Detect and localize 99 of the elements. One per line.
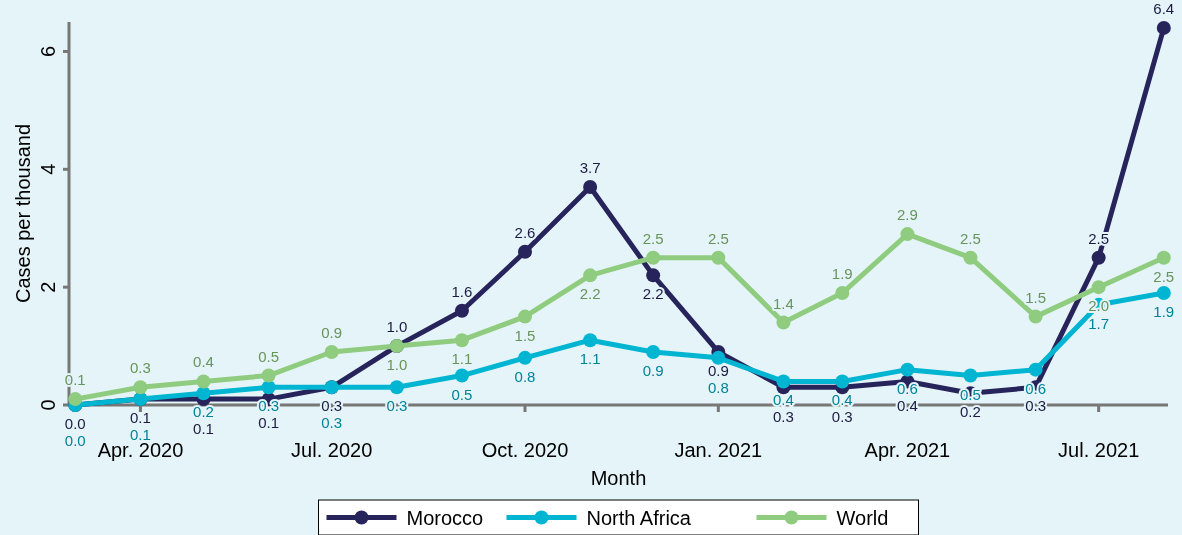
- data-label: 2.2: [642, 285, 664, 303]
- data-label: 0.3: [321, 414, 343, 432]
- data-label: 0.4: [193, 353, 214, 371]
- data-label: 2.2: [579, 285, 601, 303]
- point: [389, 380, 404, 395]
- data-label: 1.4: [773, 294, 794, 312]
- legend-label: North Africa: [586, 506, 692, 529]
- point: [1028, 309, 1043, 324]
- point: [583, 179, 598, 194]
- data-label: 1.0: [386, 318, 408, 336]
- point: [454, 303, 469, 318]
- point: [776, 374, 791, 389]
- x-axis-title: Month: [590, 467, 647, 489]
- point: [835, 286, 850, 301]
- data-label: 0.1: [193, 420, 214, 438]
- data-label: 0.5: [960, 385, 981, 403]
- y-tick-label: 4: [37, 163, 59, 175]
- x-tick-label: Jul. 2020: [291, 439, 373, 461]
- point: [646, 268, 661, 283]
- data-label: 2.6: [514, 223, 536, 241]
- data-label: 1.9: [1153, 303, 1175, 321]
- y-tick-label: 0: [37, 399, 59, 411]
- data-label: 1.7: [1088, 314, 1110, 332]
- data-label: 0.8: [514, 367, 536, 385]
- data-label: 1.6: [451, 282, 473, 300]
- data-label: 1.0: [386, 356, 408, 374]
- point: [646, 344, 661, 359]
- point: [1091, 280, 1106, 295]
- x-tick-label: Jan. 2021: [674, 439, 763, 461]
- point: [261, 380, 276, 395]
- data-label: 1.9: [831, 265, 853, 283]
- data-label: 0.1: [258, 414, 280, 432]
- data-label: 0.2: [960, 403, 981, 421]
- data-label: 0.2: [193, 403, 214, 421]
- point: [646, 250, 661, 265]
- data-label: 0.3: [130, 359, 151, 377]
- x-tick-label: Jul. 2021: [1058, 439, 1140, 461]
- data-label: 1.1: [579, 350, 601, 368]
- legend-label: Morocco: [406, 506, 484, 529]
- data-label: 0.5: [258, 347, 280, 365]
- point: [517, 350, 532, 365]
- data-label: 0.0: [64, 415, 86, 432]
- point: [1156, 286, 1171, 301]
- y-tick-label: 2: [37, 281, 59, 293]
- point: [1156, 250, 1171, 265]
- point: [261, 368, 276, 383]
- legend-label: World: [836, 506, 889, 529]
- data-label: 0.8: [707, 378, 729, 396]
- data-label: 1.1: [451, 350, 473, 368]
- x-tick-label: Oct. 2020: [481, 439, 569, 461]
- point: [196, 374, 211, 389]
- point: [133, 380, 148, 395]
- point: [454, 368, 469, 383]
- data-label: 0.4: [897, 396, 918, 414]
- point: [454, 333, 469, 348]
- data-label: 0.5: [451, 385, 473, 403]
- y-axis-title: Cases per thousand: [12, 123, 34, 304]
- point: [835, 374, 850, 389]
- point: [68, 392, 83, 407]
- point: [517, 309, 532, 324]
- point: [517, 244, 532, 259]
- data-label: 0.9: [707, 361, 729, 379]
- point: [711, 250, 726, 265]
- point: [1091, 250, 1106, 265]
- data-label: 2.5: [1153, 267, 1175, 285]
- data-label: 0.9: [642, 361, 664, 379]
- data-label: 3.7: [579, 158, 601, 176]
- point: [1156, 20, 1171, 35]
- data-label: 0.4: [773, 391, 794, 409]
- data-label: 2.5: [960, 229, 981, 247]
- data-label: 2.5: [707, 229, 729, 247]
- point: [324, 344, 339, 359]
- point: [963, 250, 978, 265]
- data-label: 6.4: [1153, 0, 1175, 17]
- point: [196, 386, 211, 401]
- point: [900, 362, 915, 377]
- y-tick-label: 6: [37, 45, 59, 58]
- point: [776, 315, 791, 330]
- data-label: 0.3: [773, 408, 794, 426]
- point: [711, 350, 726, 365]
- data-label: 1.5: [514, 326, 536, 344]
- data-label: 0.3: [386, 397, 408, 415]
- data-label: 0.3: [831, 408, 853, 426]
- point: [583, 268, 598, 283]
- data-label: 0.1: [130, 409, 151, 427]
- data-label: 0.9: [321, 323, 343, 341]
- data-label: 0.3: [258, 397, 280, 415]
- point: [1028, 362, 1043, 377]
- data-label: 2.5: [642, 229, 664, 247]
- data-label: 0.4: [831, 391, 853, 409]
- data-label: 0.3: [1025, 397, 1047, 415]
- data-label: 0.3: [321, 397, 343, 415]
- data-label: 0.0: [64, 432, 86, 449]
- data-label: 2.9: [897, 206, 918, 224]
- point: [900, 227, 915, 242]
- point: [583, 333, 598, 348]
- point: [963, 368, 978, 383]
- data-label: 1.5: [1025, 288, 1047, 306]
- x-tick-label: Apr. 2021: [864, 439, 951, 461]
